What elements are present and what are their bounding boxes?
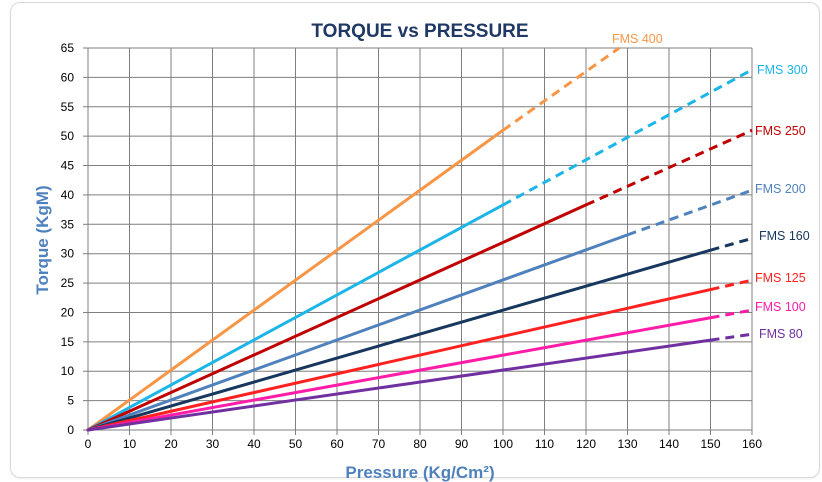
x-axis-label: Pressure (Kg/Cm²) xyxy=(345,463,494,482)
x-tick-label: 150 xyxy=(700,437,720,451)
x-tick-label: 160 xyxy=(742,437,762,451)
fms-300-line-solid xyxy=(86,203,505,432)
y-axis-label: Torque (KgM) xyxy=(33,185,52,294)
fms-250-label: FMS 250 xyxy=(755,124,806,138)
series-lines xyxy=(86,46,753,432)
fms-200-line-dashed xyxy=(626,188,753,237)
fms-160-line-solid xyxy=(86,248,712,432)
y-tick-label: 15 xyxy=(61,335,75,349)
y-tick-label: 40 xyxy=(61,188,75,202)
fms-100-label: FMS 100 xyxy=(755,300,806,314)
chart-title: TORQUE vs PRESSURE xyxy=(311,21,528,42)
x-tick-label: 70 xyxy=(372,437,386,451)
y-tick-label: 35 xyxy=(61,217,75,231)
fms-300-line-dashed xyxy=(502,68,753,207)
tick-labels: 0 10 20 30 40 50 60 70 80 90 100 110 120 130 140 150 160… xyxy=(61,41,763,451)
fms-160-label: FMS 160 xyxy=(759,229,810,243)
series-labels: FMS 400 FMS 300 FMS 250 FMS 200 FMS 160 FMS 1… xyxy=(612,32,810,341)
fms-250-line-solid xyxy=(86,203,588,432)
fms-250-line-dashed xyxy=(585,128,753,207)
y-tick-label: 65 xyxy=(61,41,75,55)
fms-200-label: FMS 200 xyxy=(755,182,806,196)
y-tick-label: 30 xyxy=(61,247,75,261)
x-tick-label: 120 xyxy=(576,437,596,451)
y-tick-label: 50 xyxy=(61,129,75,143)
y-tick-label: 60 xyxy=(61,70,75,84)
fms-400-line-dashed xyxy=(502,46,621,132)
x-tick-label: 140 xyxy=(659,437,679,451)
fms-100-line-solid xyxy=(86,316,712,432)
y-tick-label: 45 xyxy=(61,159,75,173)
fms-125-line-dashed xyxy=(710,278,753,292)
fms-100-line-dashed xyxy=(710,308,753,320)
x-tick-label: 0 xyxy=(85,437,92,451)
fms-125-label: FMS 125 xyxy=(755,271,806,285)
fms-400-line-solid xyxy=(86,128,505,432)
fms-200-line-solid xyxy=(86,233,629,432)
grid xyxy=(83,47,753,435)
x-tick-label: 40 xyxy=(247,437,261,451)
x-tick-label: 110 xyxy=(535,437,554,451)
y-tick-label: 0 xyxy=(67,423,74,437)
x-tick-label: 30 xyxy=(206,437,220,451)
fms-400-label: FMS 400 xyxy=(612,32,663,46)
y-tick-label: 10 xyxy=(61,364,75,378)
y-tick-label: 25 xyxy=(61,276,75,290)
y-tick-label: 55 xyxy=(61,100,75,114)
x-tick-label: 80 xyxy=(413,437,427,451)
y-tick-label: 20 xyxy=(61,305,75,319)
fms-300-label: FMS 300 xyxy=(757,63,808,77)
fms-80-line-dashed xyxy=(710,332,753,342)
x-tick-label: 130 xyxy=(617,437,637,451)
x-tick-label: 20 xyxy=(164,437,178,451)
fms-80-line-solid xyxy=(86,338,712,432)
fms-125-line-solid xyxy=(86,288,712,432)
y-tick-label: 5 xyxy=(67,394,74,408)
x-tick-label: 90 xyxy=(455,437,469,451)
x-tick-label: 100 xyxy=(493,437,513,451)
x-tick-label: 50 xyxy=(289,437,303,451)
x-tick-label: 60 xyxy=(330,437,344,451)
x-tick-label: 10 xyxy=(123,437,137,451)
fms-80-label: FMS 80 xyxy=(759,327,803,341)
fms-160-line-dashed xyxy=(710,236,753,252)
